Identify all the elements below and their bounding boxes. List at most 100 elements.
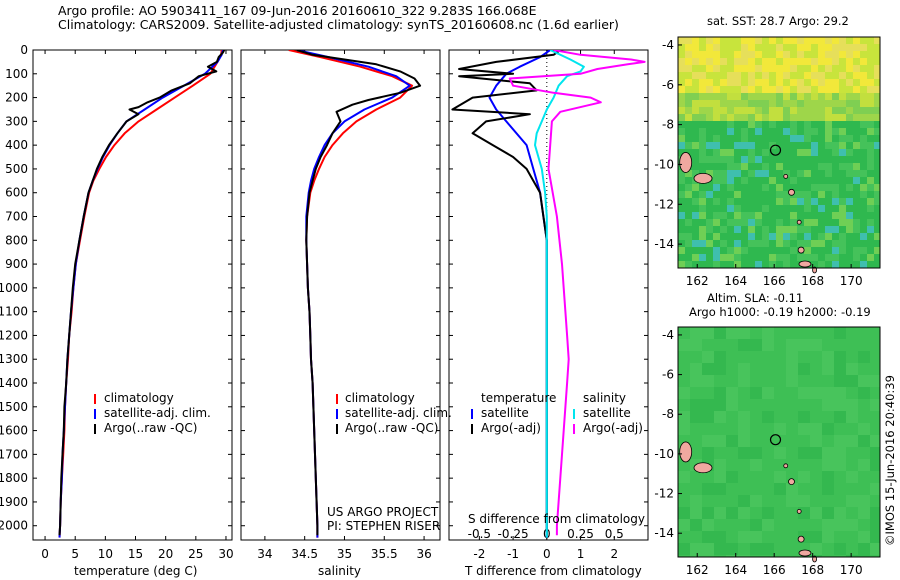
sst-map-cell — [734, 65, 741, 72]
sla-map-cell — [750, 447, 762, 459]
sst-map-cell — [860, 72, 867, 79]
sst-map-cell — [832, 184, 839, 191]
sst-map-ytick-label: -6 — [662, 78, 674, 92]
sst-map-cell — [713, 72, 720, 79]
sst-map-cell — [748, 65, 755, 72]
sst-map-cell — [699, 205, 706, 212]
sla-map-cell — [726, 339, 738, 351]
sst-map-cell — [755, 156, 762, 163]
sst-map-cell — [734, 184, 741, 191]
sst-map-cell — [874, 107, 880, 114]
sst-map-cell — [776, 72, 783, 79]
sst-map-cell — [860, 142, 867, 149]
sla-map-cell — [858, 327, 870, 339]
sst-map-cell — [741, 107, 748, 114]
sst-map-ytick-label: -4 — [662, 38, 674, 52]
sst-map-cell — [748, 142, 755, 149]
sst-map-cell — [818, 135, 825, 142]
sst-map-cell — [783, 121, 790, 128]
salinity-xtick-label: 35 — [337, 547, 352, 561]
sla-map-cell — [702, 495, 714, 507]
sla-map-cell — [702, 471, 714, 483]
sla-map-cell — [738, 543, 750, 555]
sst-map-cell — [685, 219, 692, 226]
sla-map-cell — [834, 471, 846, 483]
sst-map-cell — [825, 184, 832, 191]
sla-map-cell — [690, 519, 702, 531]
sla-map-cell — [702, 363, 714, 375]
sst-map-cell — [706, 240, 713, 247]
sla-map-cell — [738, 519, 750, 531]
sst-map-cell — [776, 65, 783, 72]
sst-map-cell — [699, 51, 706, 58]
difference-xtick-label: 2 — [610, 547, 618, 561]
sst-map-cell — [748, 233, 755, 240]
sst-map-cell — [853, 121, 860, 128]
sst-map-cell — [748, 212, 755, 219]
sst-map-cell — [853, 240, 860, 247]
sst-map-cell — [678, 100, 685, 107]
sst-map-cell — [692, 212, 699, 219]
sst-map-cell — [706, 149, 713, 156]
sla-map-cell — [786, 435, 798, 447]
sla-map-cell — [678, 375, 690, 387]
sla-map-cell — [774, 531, 786, 543]
sst-map-cell — [692, 184, 699, 191]
sla-map-cell — [870, 399, 880, 411]
sst-map-cell — [755, 170, 762, 177]
sst-map-cell — [804, 79, 811, 86]
sst-map-cell — [832, 37, 839, 44]
sla-map-cell — [702, 519, 714, 531]
sst-map-cell — [825, 51, 832, 58]
sst-map-cell — [727, 72, 734, 79]
sst-map-cell — [839, 247, 846, 254]
sla-map-cell — [834, 327, 846, 339]
sst-map-cell — [748, 163, 755, 170]
sla-map-cell — [726, 507, 738, 519]
sst-map-cell — [755, 247, 762, 254]
sst-map-cell — [692, 198, 699, 205]
sla-map-cell — [714, 459, 726, 471]
sst-map-cell — [678, 247, 685, 254]
sst-map-cell — [685, 44, 692, 51]
sst-map-cell — [804, 114, 811, 121]
sst-map-cell — [685, 191, 692, 198]
sla-map-cell — [834, 351, 846, 363]
sst-map-cell — [713, 156, 720, 163]
sst-map-cell — [734, 121, 741, 128]
sst-map-cell — [769, 149, 776, 156]
sla-map-cell — [870, 375, 880, 387]
sla-map-cell — [702, 411, 714, 423]
sst-map-cell — [769, 93, 776, 100]
sst-map-cell — [769, 135, 776, 142]
sst-map-cell — [790, 219, 797, 226]
sst-map-cell — [804, 191, 811, 198]
sla-map-cell — [738, 399, 750, 411]
sst-map-cell — [678, 51, 685, 58]
sst-map-cell — [874, 128, 880, 135]
sst-map-cell — [762, 184, 769, 191]
sla-map-cell — [858, 483, 870, 495]
sla-map-cell — [774, 543, 786, 555]
depth-tick-label: 500 — [5, 162, 28, 176]
sst-map-cell — [860, 114, 867, 121]
sst-map-cell — [741, 128, 748, 135]
sla-map-cell — [750, 483, 762, 495]
sst-map-cell — [818, 114, 825, 121]
sst-map-cell — [741, 163, 748, 170]
sla-map-cell — [810, 435, 822, 447]
sst-map-cell — [685, 212, 692, 219]
sla-map-cell — [810, 447, 822, 459]
sla-map-cell — [690, 423, 702, 435]
sst-map-cell — [874, 135, 880, 142]
sst-map-cell — [860, 100, 867, 107]
sst-map-cell — [811, 72, 818, 79]
sst-map-cell — [853, 58, 860, 65]
sst-map-cell — [853, 107, 860, 114]
difference-xtick-label: -1 — [507, 547, 519, 561]
sst-map-cell — [811, 184, 818, 191]
sst-map-cell — [699, 212, 706, 219]
sst-map-cell — [699, 100, 706, 107]
salinity-frame — [240, 49, 441, 541]
sla-map-cell — [702, 387, 714, 399]
